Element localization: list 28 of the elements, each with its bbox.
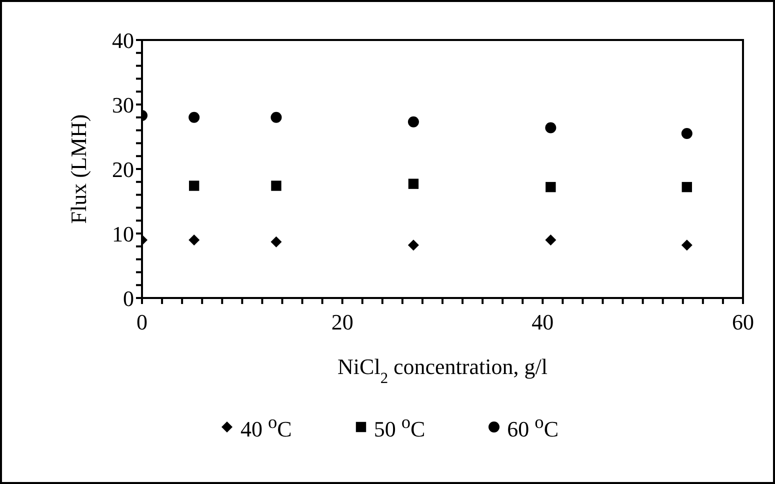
- point: [188, 234, 200, 246]
- y-tick-label: 10: [112, 221, 134, 246]
- x-tick-label: 20: [331, 310, 354, 335]
- x-tick-label: 40: [532, 310, 554, 335]
- legend-label: 40 $^{o}$C: [240, 412, 292, 442]
- point: [270, 112, 282, 123]
- point: [682, 182, 692, 192]
- point: [408, 240, 419, 251]
- point: [546, 182, 556, 192]
- y-tick-label: 20: [112, 156, 134, 182]
- point: [408, 116, 419, 128]
- point: [681, 240, 692, 251]
- x-axis-title: NiCl$_{2}$ concentration, g/l: [338, 354, 548, 386]
- legend-label: 60 $^{o}$C: [507, 412, 559, 442]
- point: [681, 128, 692, 140]
- point: [408, 178, 419, 189]
- y-tick-label: 30: [112, 92, 134, 118]
- point: [270, 236, 282, 248]
- point: [271, 180, 282, 191]
- y-axis-title: Flux (LMH): [66, 114, 91, 224]
- point: [188, 112, 200, 123]
- y-tick-label: 40: [112, 28, 134, 53]
- legend-label: 50 $^{o}$C: [374, 412, 426, 442]
- x-tick-label: 60: [732, 310, 754, 335]
- point: [545, 234, 556, 246]
- point: [545, 122, 556, 134]
- point: [188, 180, 200, 191]
- y-tick-label: 0: [123, 286, 134, 311]
